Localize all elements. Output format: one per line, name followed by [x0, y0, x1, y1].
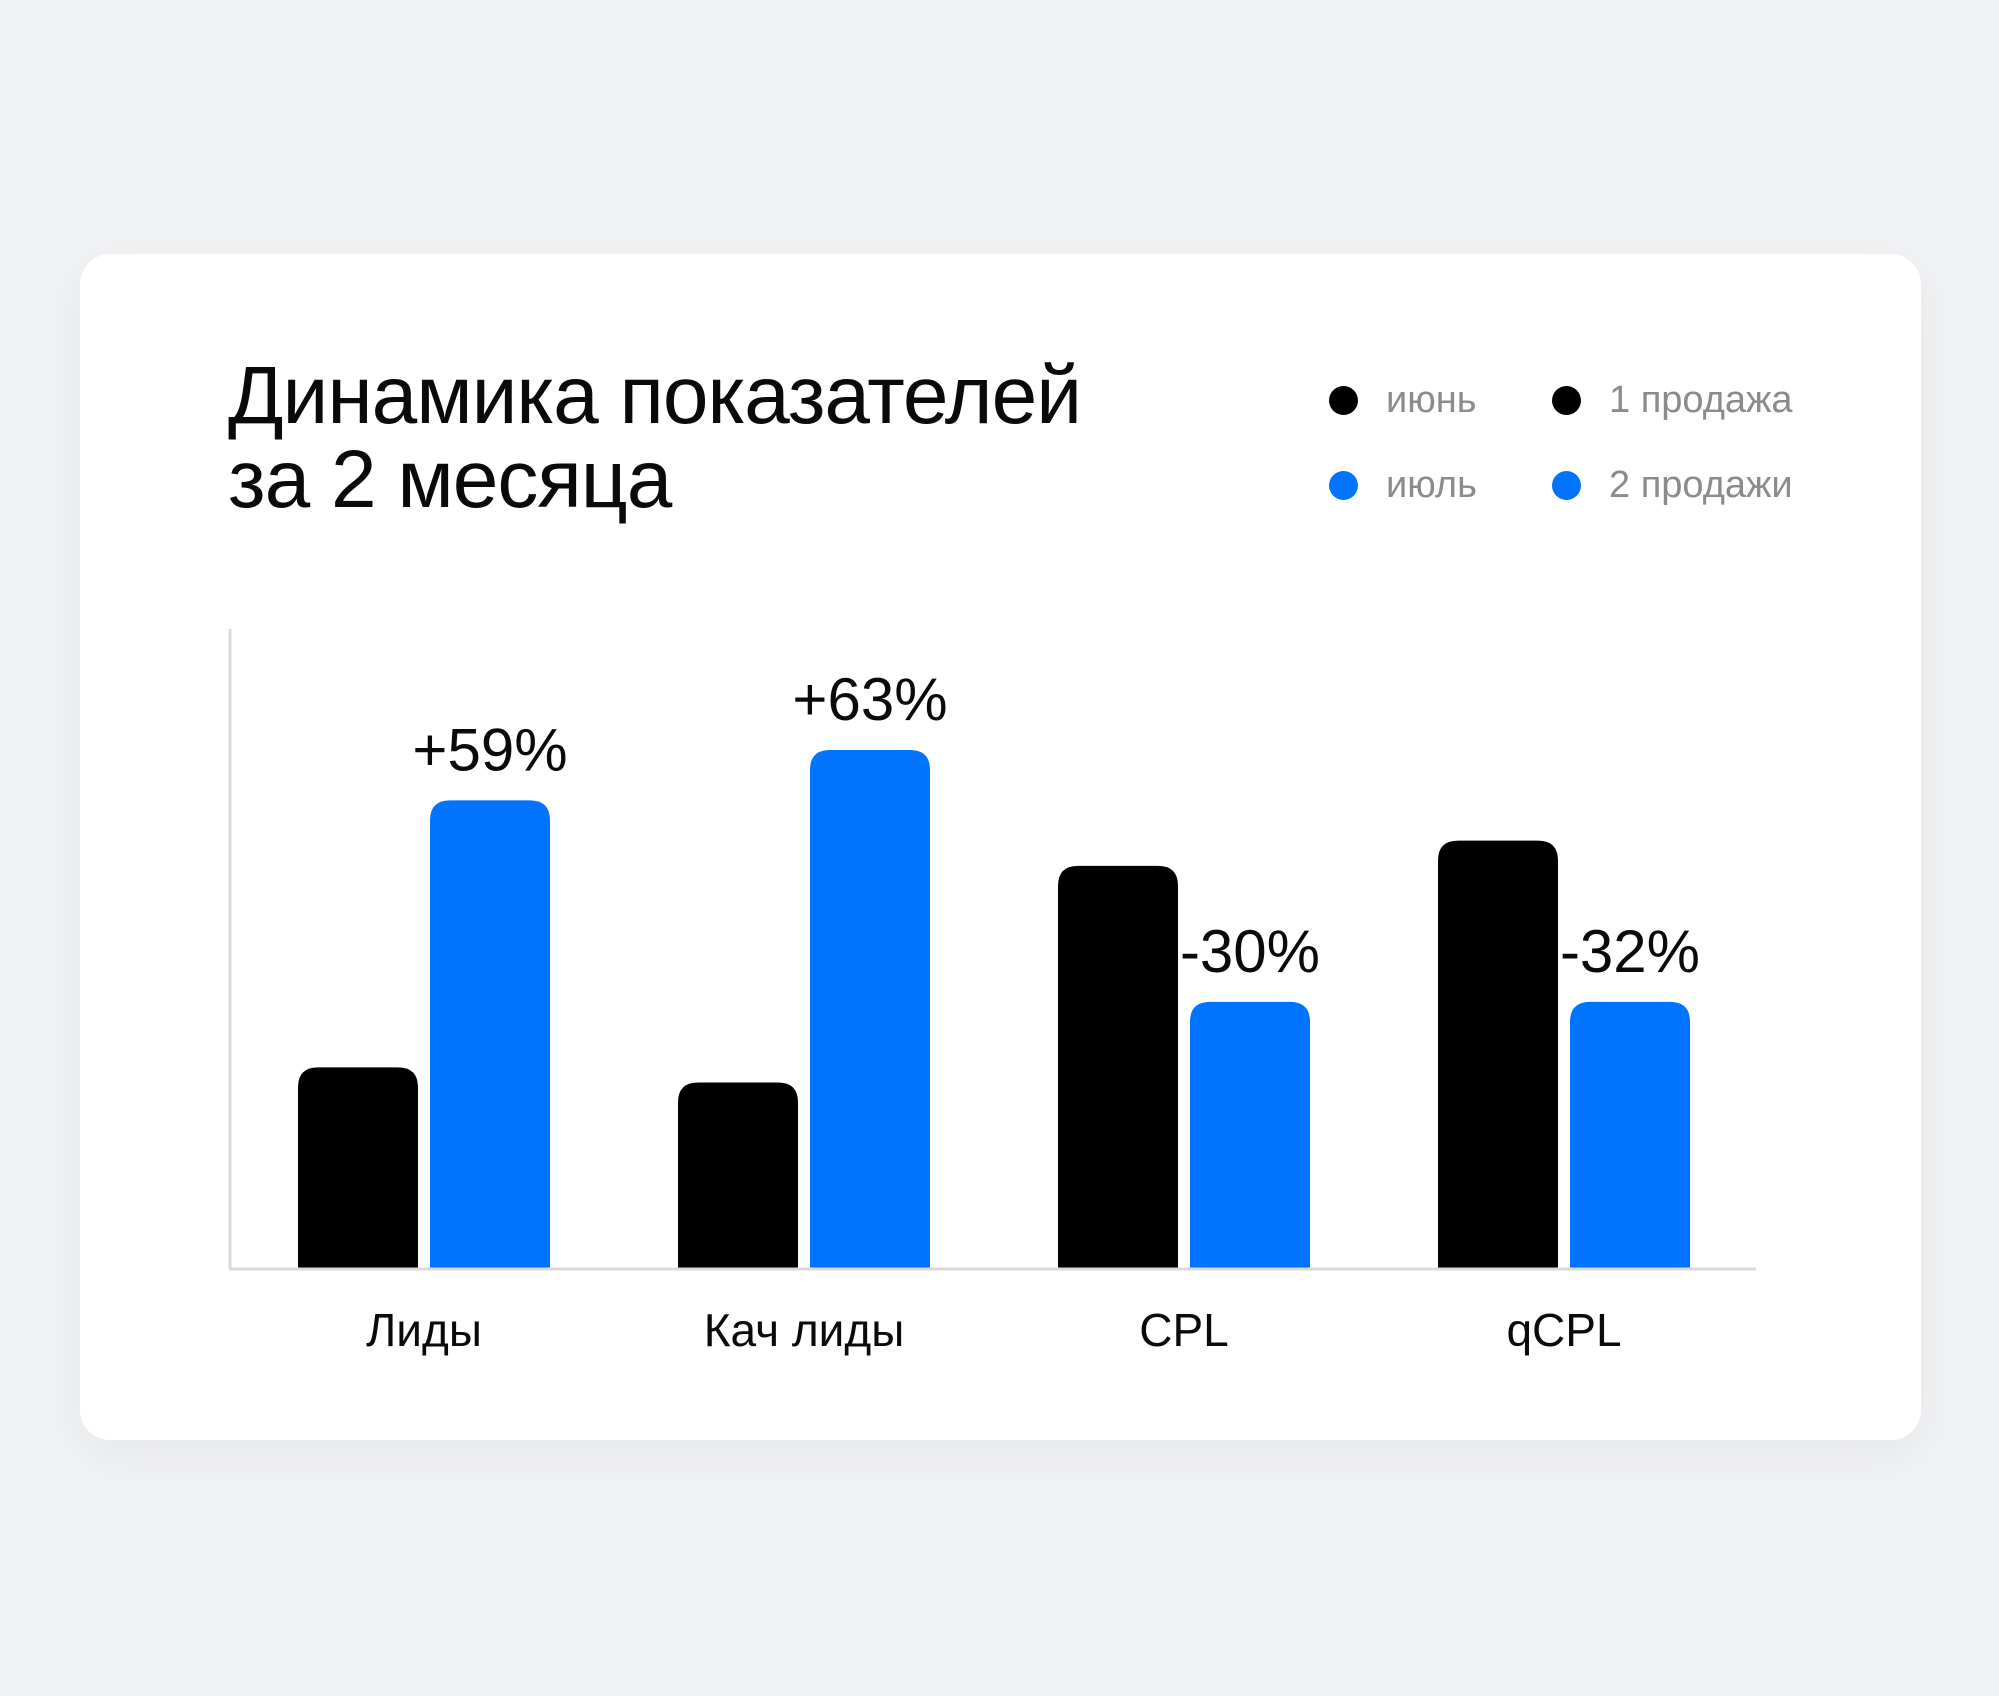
chart-title-line-2: за 2 месяца	[228, 434, 672, 525]
bar-june-4	[1438, 840, 1558, 1269]
bar-chart: +59% Лиды +63% Кач лиды -30% CPL -32% qCPL	[228, 629, 1756, 1356]
chart-title: Динамика показателей за 2 месяца	[228, 354, 1228, 522]
bar-july-1	[430, 800, 550, 1269]
bar-july-3	[1190, 1001, 1310, 1269]
legend-label-july: июль	[1386, 463, 1477, 506]
legend-item-june: июнь	[1329, 370, 1477, 430]
legend-item-one-sale: 1 продажа	[1552, 370, 1793, 430]
data-label-1: +59%	[412, 716, 567, 783]
legend-item-two-sales: 2 продажи	[1552, 455, 1793, 515]
data-label-2: +63%	[792, 666, 947, 733]
legend-label-one-sale: 1 продажа	[1609, 378, 1793, 421]
legend-item-july: июль	[1329, 455, 1477, 515]
category-label-1: Лиды	[366, 1304, 482, 1356]
bar-june-2	[678, 1082, 798, 1269]
category-label-2: Кач лиды	[704, 1304, 905, 1356]
legend-label-two-sales: 2 продажи	[1609, 463, 1793, 506]
legend-dot-july-icon	[1329, 470, 1358, 500]
bar-july-2	[810, 749, 930, 1269]
legend-label-june: июнь	[1386, 378, 1477, 421]
chart-card: Динамика показателей за 2 месяца июнь 1 …	[80, 254, 1921, 1440]
legend-dot-two-sales-icon	[1552, 470, 1581, 500]
bar-june-3	[1058, 865, 1178, 1269]
data-label-4: -32%	[1560, 918, 1700, 985]
bar-june-1	[298, 1067, 418, 1269]
legend-dot-one-sale-icon	[1552, 385, 1581, 415]
legend-dot-june-icon	[1329, 385, 1358, 415]
category-label-4: qCPL	[1506, 1304, 1621, 1356]
chart-title-line-1: Динамика показателей	[228, 350, 1082, 441]
bar-july-4	[1570, 1001, 1690, 1269]
data-label-3: -30%	[1180, 918, 1320, 985]
category-label-3: CPL	[1139, 1304, 1228, 1356]
